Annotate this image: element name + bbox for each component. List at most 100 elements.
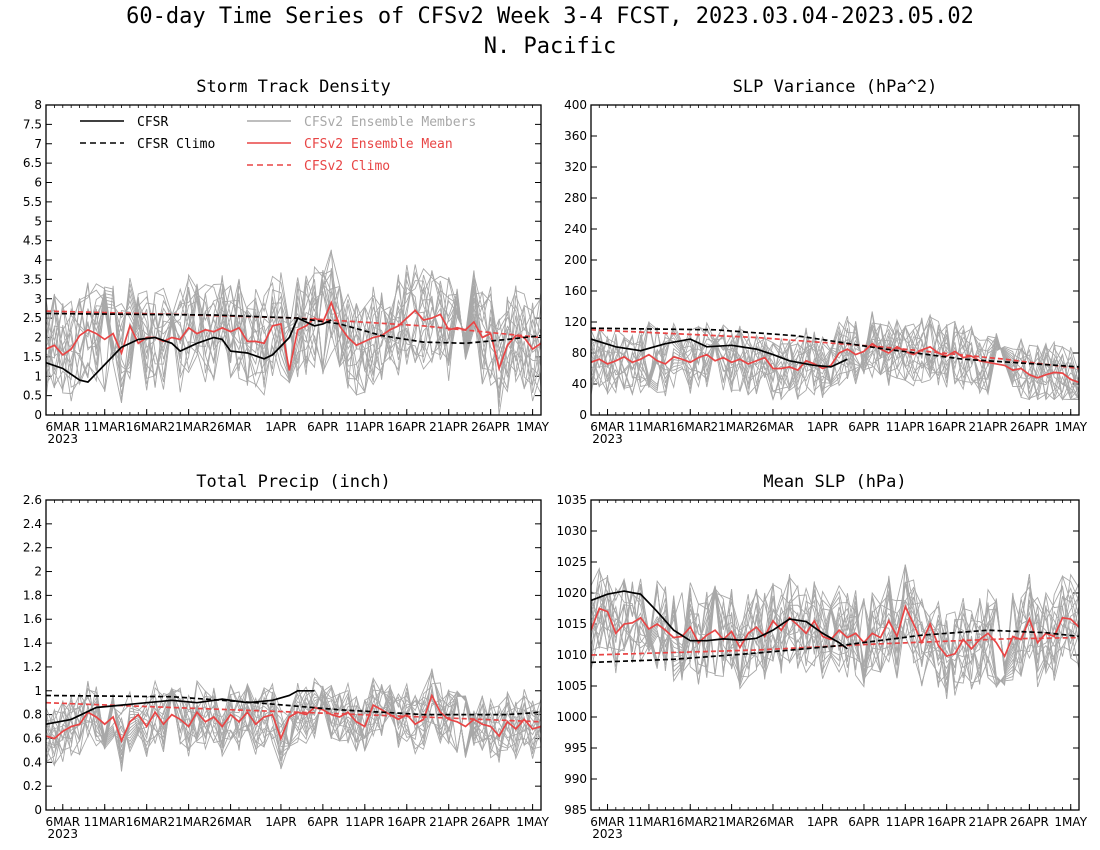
y-tick-label: 7.5 [23, 117, 42, 131]
y-tick-label: 2.4 [23, 517, 42, 531]
x-tick-label: 6MAR [590, 420, 625, 434]
ensemble-member-line [591, 321, 1079, 401]
y-tick-label: 120 [564, 315, 587, 329]
ensemble-member-line [591, 582, 1079, 687]
x-tick-label: 11MAR [84, 420, 126, 434]
y-tick-label: 0.4 [23, 755, 42, 769]
series-cfsr-climo [591, 327, 1079, 368]
x-tick-label: 1APR [807, 420, 838, 434]
y-tick-label: 5.5 [23, 195, 42, 209]
panel-title: Total Precip (inch) [196, 472, 390, 492]
x-tick-label: 11APR [886, 815, 925, 829]
ensemble-member-line [46, 686, 541, 756]
chart-panel-4: Mean SLP (hPa) 985 990 995 1000 1005 1010 1015 1… [556, 472, 1087, 841]
y-tick-label: 990 [564, 772, 587, 786]
x-tick-label: 6APR [848, 420, 879, 434]
y-tick-label: 0.6 [23, 731, 42, 745]
series-cfsr [591, 590, 848, 650]
series-cfsr-climo [591, 629, 1079, 664]
x-tick-label: 1APR [807, 815, 838, 829]
legend-label: CFSv2 Ensemble Members [304, 115, 476, 130]
x-tick-label: 26APR [1010, 420, 1049, 434]
y-tick-label: 400 [564, 98, 587, 112]
x-tick-label: 16MAR [126, 420, 168, 434]
legend-label: CFSR Climo [137, 137, 215, 152]
y-tick-label: 360 [564, 129, 587, 143]
y-tick-label: 40 [572, 377, 587, 391]
x-tick-label: 6APR [307, 420, 338, 434]
ensemble-member-line [591, 564, 1079, 687]
x-tick-label: 1MAY [516, 420, 549, 434]
figure-title: 60-day Time Series of CFSv2 Week 3-4 FCS… [126, 4, 974, 29]
y-tick-label: 7 [34, 137, 42, 151]
x-tick-label: 16APR [387, 420, 426, 434]
y-tick-label: 0 [34, 408, 42, 422]
x-tick-label: 6APR [848, 815, 879, 829]
x-tick-label: 11APR [345, 815, 384, 829]
y-tick-label: 0 [579, 408, 587, 422]
y-tick-label: 1.2 [23, 660, 42, 674]
series-cfsr [46, 689, 315, 726]
y-tick-label: 200 [564, 253, 587, 267]
series-cfsv2-ensemble-mean [46, 300, 541, 372]
y-tick-label: 4.5 [23, 234, 42, 248]
chart-panel-2: SLP Variance (hPa^2) 0 40 80 120 160 200 240 280… [564, 77, 1088, 446]
y-tick-label: 2.6 [23, 493, 42, 507]
x-tick-label: 21APR [429, 420, 468, 434]
plot-frame [45, 104, 542, 416]
x-tick-label: 1MAY [1054, 815, 1087, 829]
x-tick-label: 6MAR [590, 815, 625, 829]
y-tick-label: 1 [34, 684, 42, 698]
series-cfsv2-climo [591, 328, 1079, 370]
y-tick-label: 2.2 [23, 541, 42, 555]
panel-title: Mean SLP (hPa) [763, 472, 906, 492]
series-cfsr [46, 316, 332, 384]
x-tick-label: 26APR [471, 815, 510, 829]
ensemble-member-line [46, 686, 541, 763]
x-tick-label: 21APR [968, 420, 1007, 434]
legend-label: CFSv2 Climo [304, 159, 390, 174]
x-tick-label: 6MAR [46, 420, 81, 434]
y-tick-label: 2 [34, 331, 42, 345]
x-tick-label: 26MAR [752, 815, 794, 829]
plot-area [46, 249, 541, 415]
y-tick-label: 5 [34, 214, 42, 228]
x-year-label: 2023 [48, 827, 79, 841]
y-tick-label: 2.5 [23, 311, 42, 325]
x-tick-label: 21MAR [168, 420, 210, 434]
legend: CFSR CFSR Climo CFSv2 Ensemble Members CFSv… [80, 115, 476, 174]
x-tick-label: 21APR [968, 815, 1007, 829]
y-tick-label: 320 [564, 160, 587, 174]
plot-frame [590, 499, 1080, 811]
y-tick-label: 3 [34, 292, 42, 306]
series-cfsv2-climo [591, 636, 1079, 656]
ensemble-member-line [591, 574, 1079, 687]
y-tick-label: 160 [564, 284, 587, 298]
y-tick-label: 6.5 [23, 156, 42, 170]
y-tick-label: 1010 [556, 648, 587, 662]
series-cfsr-climo [46, 312, 541, 345]
x-tick-label: 6MAR [46, 815, 81, 829]
ensemble-member-line [591, 320, 1079, 400]
x-tick-label: 26MAR [209, 420, 251, 434]
y-tick-label: 1000 [556, 710, 587, 724]
y-tick-label: 1005 [556, 679, 587, 693]
x-year-label: 2023 [592, 432, 623, 446]
plot-area [46, 668, 541, 772]
y-tick-label: 6 [34, 176, 42, 190]
y-tick-label: 1.8 [23, 588, 42, 602]
panel-title: Storm Track Density [196, 77, 390, 97]
y-tick-label: 0.8 [23, 708, 42, 722]
x-tick-label: 11APR [886, 420, 925, 434]
chart-panel-1: Storm Track Density 0 0.5 1 1.5 2 2.5 3 3.5 4 4.5 5… [23, 77, 550, 446]
ensemble-member-line [591, 312, 1079, 398]
ensemble-member-line [591, 322, 1079, 400]
y-tick-label: 1035 [556, 493, 587, 507]
y-tick-label: 3.5 [23, 272, 42, 286]
ensemble-member-line [46, 275, 541, 401]
y-tick-label: 1025 [556, 555, 587, 569]
x-tick-label: 21MAR [711, 420, 753, 434]
legend-label: CFSR [137, 115, 168, 130]
y-tick-label: 1.4 [23, 636, 42, 650]
y-tick-label: 280 [564, 191, 587, 205]
